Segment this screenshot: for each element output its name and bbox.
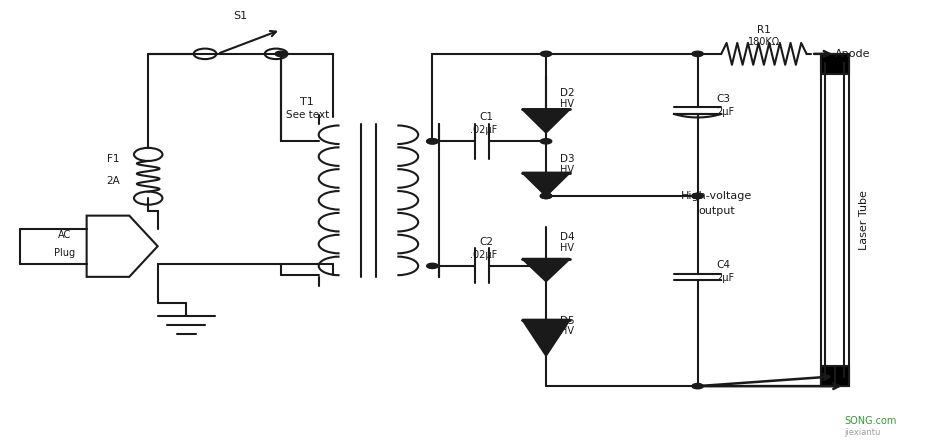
Text: C1: C1 xyxy=(480,112,494,122)
Polygon shape xyxy=(522,172,570,196)
Bar xyxy=(821,54,849,73)
Text: HV: HV xyxy=(560,326,574,337)
Circle shape xyxy=(692,51,703,56)
Text: See text: See text xyxy=(286,110,329,120)
Text: T1: T1 xyxy=(300,97,314,107)
Text: C4: C4 xyxy=(716,260,731,270)
Text: Plug: Plug xyxy=(54,248,75,258)
Text: .02μF: .02μF xyxy=(470,125,498,136)
Circle shape xyxy=(541,139,552,144)
Polygon shape xyxy=(522,259,570,281)
Circle shape xyxy=(692,384,703,389)
Text: HV: HV xyxy=(560,165,574,175)
Text: D2: D2 xyxy=(560,88,575,98)
Text: F1: F1 xyxy=(107,154,120,164)
Text: 180KΩ: 180KΩ xyxy=(748,37,780,47)
Text: C3: C3 xyxy=(716,94,731,104)
Text: 2A: 2A xyxy=(106,176,120,186)
Text: HV: HV xyxy=(560,99,574,109)
Text: D4: D4 xyxy=(560,232,575,242)
Polygon shape xyxy=(522,109,570,132)
Text: .02μF: .02μF xyxy=(470,250,498,260)
Text: 2μF: 2μF xyxy=(716,107,734,117)
Text: 2μF: 2μF xyxy=(716,273,734,283)
Circle shape xyxy=(541,263,552,268)
Circle shape xyxy=(276,51,287,56)
Circle shape xyxy=(427,263,438,268)
Circle shape xyxy=(692,193,703,198)
Circle shape xyxy=(427,139,438,144)
Text: C2: C2 xyxy=(480,237,494,247)
Text: AC: AC xyxy=(58,230,71,240)
Circle shape xyxy=(541,193,552,198)
Text: High-voltage: High-voltage xyxy=(681,191,752,201)
Text: Anode: Anode xyxy=(835,49,870,59)
Text: S1: S1 xyxy=(234,11,248,21)
Bar xyxy=(821,54,849,386)
Text: R1: R1 xyxy=(757,25,770,35)
Text: Laser Tube: Laser Tube xyxy=(859,190,868,250)
Text: D3: D3 xyxy=(560,154,575,164)
Circle shape xyxy=(692,193,703,198)
Circle shape xyxy=(541,51,552,56)
Circle shape xyxy=(541,193,552,198)
Bar xyxy=(821,367,849,386)
Text: output: output xyxy=(698,206,735,216)
Circle shape xyxy=(427,139,438,144)
Text: SONG.com: SONG.com xyxy=(845,416,897,426)
Polygon shape xyxy=(522,320,570,356)
Text: HV: HV xyxy=(560,243,574,253)
Text: D5: D5 xyxy=(560,315,575,326)
Text: jiexiantu: jiexiantu xyxy=(845,428,881,436)
